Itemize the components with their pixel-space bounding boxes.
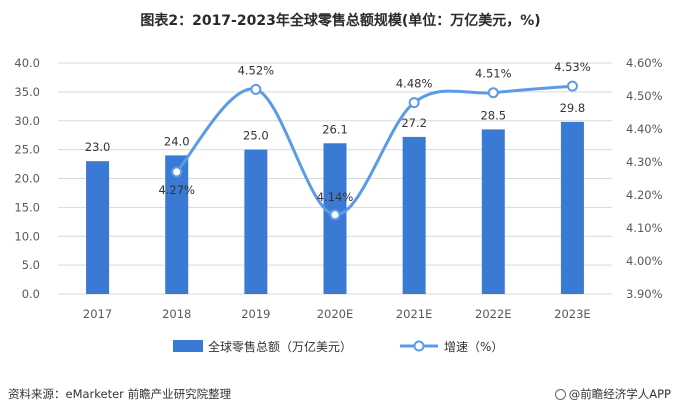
x-tick-label: 2018 [162, 307, 191, 321]
bar-value-labels: 23.0 24.0 25.0 26.1 27.2 28.5 29.8 [85, 101, 585, 154]
right-tick-label: 4.40% [626, 122, 663, 136]
line-series [171, 80, 578, 221]
right-tick-label: 4.20% [626, 188, 663, 202]
left-tick-label: 5.0 [22, 258, 40, 272]
line-value-label: 4.14% [317, 190, 354, 204]
bar-value-label: 24.0 [164, 134, 190, 148]
bar [402, 136, 426, 294]
bar [481, 129, 505, 294]
source-note: 资料来源：eMarketer 前瞻产业研究院整理 [8, 387, 232, 401]
legend-line-label: 增速（%） [444, 340, 503, 354]
brand-credit: @前瞻经济学人APP [554, 386, 671, 402]
line-point [408, 97, 420, 109]
x-tick-label: 2021E [396, 307, 433, 321]
bar [244, 149, 268, 294]
line-point [171, 166, 183, 178]
bar-value-label: 28.5 [480, 108, 506, 122]
line-point [329, 209, 341, 221]
left-axis-ticks: 0.0 5.0 10.0 15.0 20.0 25.0 30.0 35.0 40.0 [14, 56, 40, 301]
right-tick-label: 4.60% [626, 56, 663, 70]
x-tick-label: 2019 [241, 307, 270, 321]
x-tick-label: 2020E [317, 307, 354, 321]
left-tick-label: 25.0 [14, 143, 40, 157]
right-tick-label: 4.10% [626, 221, 663, 235]
bar-value-label: 26.1 [322, 122, 348, 136]
legend-bar-label: 全球零售总额（万亿美元） [208, 339, 352, 354]
bar-series [86, 121, 584, 294]
bar-value-label: 27.2 [401, 116, 427, 130]
line-value-label: 4.51% [475, 67, 512, 81]
line-value-label: 4.48% [396, 77, 433, 91]
x-tick-label: 2017 [83, 307, 112, 321]
line-point [566, 80, 578, 92]
line-value-label: 4.27% [158, 183, 195, 197]
legend-line-marker [413, 340, 425, 352]
line-value-label: 4.52% [238, 63, 275, 77]
bar [560, 121, 584, 294]
growth-line [175, 84, 573, 217]
line-point [487, 87, 499, 99]
x-axis-ticks: 2017 2018 2019 2020E 2021E 2022E 2023E [83, 307, 591, 321]
left-tick-label: 20.0 [14, 172, 40, 186]
right-axis-ticks: 3.90% 4.00% 4.10% 4.20% 4.30% 4.40% 4.50% 4.60% [626, 56, 663, 301]
left-tick-label: 15.0 [14, 200, 40, 214]
brand-logo-icon [554, 389, 566, 400]
bar-value-label: 25.0 [243, 129, 269, 143]
legend: 全球零售总额（万亿美元） 增速（%） [173, 339, 503, 354]
right-tick-label: 3.90% [626, 287, 663, 301]
line-value-labels: 4.27% 4.52% 4.14% 4.48% 4.51% 4.53% [158, 60, 590, 204]
chart-area: 0.0 5.0 10.0 15.0 20.0 25.0 30.0 35.0 40.0 3.90%… [14, 56, 663, 354]
line-point [250, 83, 262, 95]
x-tick-label: 2023E [554, 307, 591, 321]
brand-credit-text: @前瞻经济学人APP [568, 387, 671, 401]
bar [165, 155, 189, 294]
chart-title: 图表2：2017-2023年全球零售总额规模(单位：万亿美元，%) [140, 13, 541, 29]
line-value-label: 4.53% [554, 60, 591, 74]
right-tick-label: 4.00% [626, 254, 663, 268]
left-tick-label: 40.0 [14, 56, 40, 70]
left-tick-label: 30.0 [14, 114, 40, 128]
bar [86, 161, 110, 294]
bar-value-label: 23.0 [85, 140, 111, 154]
left-tick-label: 10.0 [14, 229, 40, 243]
left-tick-label: 0.0 [22, 287, 40, 301]
x-tick-label: 2022E [475, 307, 512, 321]
right-tick-label: 4.50% [626, 89, 663, 103]
right-tick-label: 4.30% [626, 155, 663, 169]
legend-bar-swatch [173, 340, 203, 352]
left-tick-label: 35.0 [14, 85, 40, 99]
bar-value-label: 29.8 [560, 101, 586, 115]
